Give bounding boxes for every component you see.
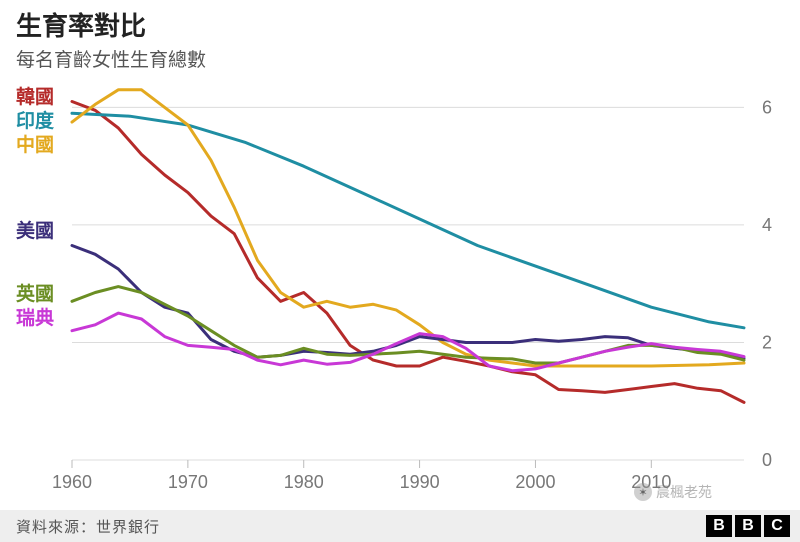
series-china: [72, 90, 744, 366]
footer-bar: 資料來源：世界銀行 B B C: [0, 510, 800, 542]
svg-text:1970: 1970: [168, 472, 208, 492]
watermark-text: 晨楓老苑: [656, 482, 712, 502]
watermark: ✶ 晨楓老苑: [634, 482, 712, 502]
series-india: [72, 113, 744, 327]
legend-india: 印度: [16, 110, 54, 134]
legend-usa: 美國: [16, 220, 54, 244]
svg-text:2: 2: [762, 332, 772, 352]
series-korea: [72, 102, 744, 403]
legend-group: 英國瑞典: [16, 283, 54, 331]
svg-text:4: 4: [762, 215, 772, 235]
chart-area: 0246196019701980199020002010: [0, 0, 800, 510]
bbc-b1: B: [706, 515, 732, 537]
svg-text:2000: 2000: [515, 472, 555, 492]
legend-group: 美國: [16, 220, 54, 244]
svg-text:1980: 1980: [284, 472, 324, 492]
legend-uk: 英國: [16, 283, 54, 307]
svg-text:1990: 1990: [400, 472, 440, 492]
bbc-logo: B B C: [706, 515, 790, 537]
legend-group: 韓國印度中國: [16, 86, 54, 157]
svg-text:0: 0: [762, 450, 772, 470]
svg-text:1960: 1960: [52, 472, 92, 492]
legend-china: 中國: [16, 134, 54, 158]
series-usa: [72, 246, 744, 359]
legend-sweden: 瑞典: [16, 307, 54, 331]
legend-korea: 韓國: [16, 86, 54, 110]
wechat-icon: ✶: [634, 483, 652, 501]
bbc-c: C: [764, 515, 790, 537]
bbc-b2: B: [735, 515, 761, 537]
svg-text:6: 6: [762, 97, 772, 117]
series-uk: [72, 287, 744, 363]
source-label: 資料來源：世界銀行: [16, 516, 160, 537]
